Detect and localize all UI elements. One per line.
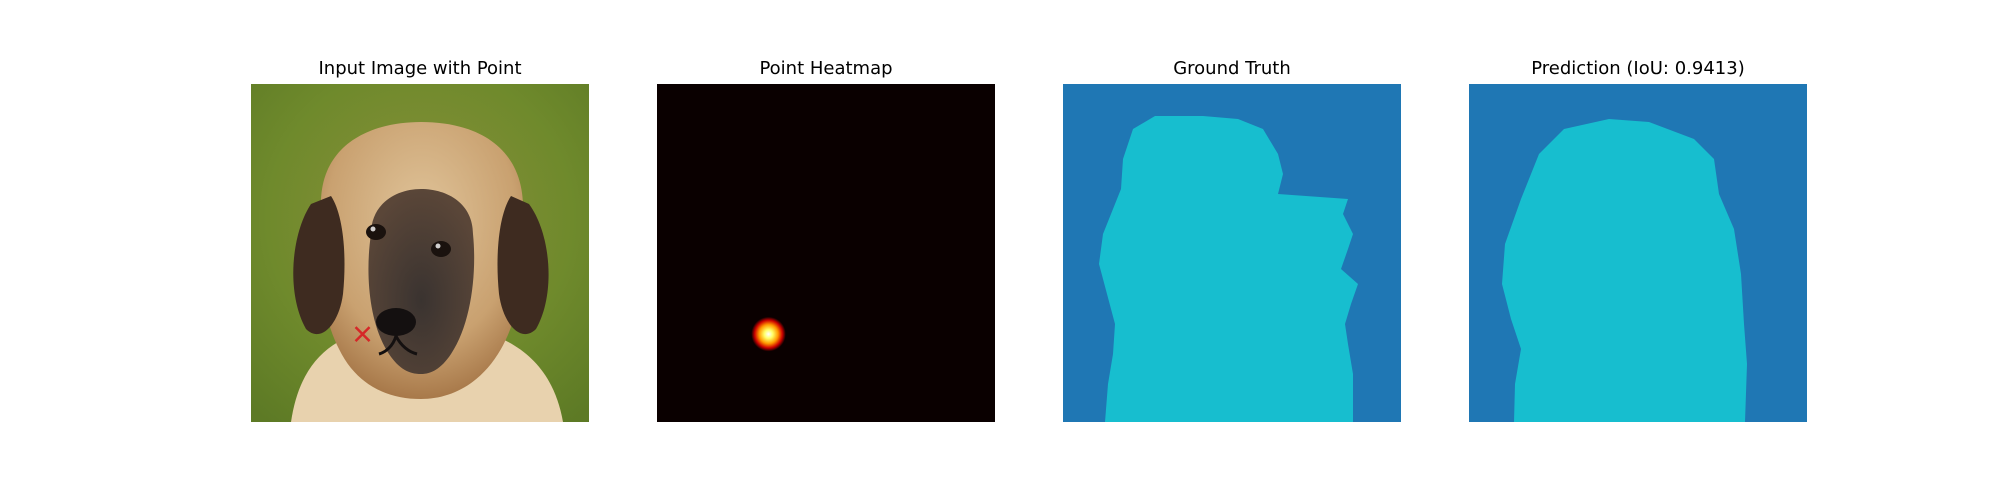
panel-title-input: Input Image with Point [318, 58, 522, 79]
heatmap-image [657, 84, 995, 422]
heatmap-panel [657, 84, 995, 422]
prediction-mask [1469, 84, 1807, 422]
input-image [251, 84, 589, 422]
prediction-panel [1469, 84, 1807, 422]
panel-title-prediction: Prediction (IoU: 0.9413) [1531, 58, 1745, 79]
panel-title-heatmap: Point Heatmap [759, 58, 893, 79]
point-marker-icon [354, 326, 371, 343]
panel-title-ground-truth: Ground Truth [1173, 58, 1291, 79]
ground-truth-panel [1063, 84, 1401, 422]
ground-truth-mask [1063, 84, 1401, 422]
input-image-panel [251, 84, 589, 422]
